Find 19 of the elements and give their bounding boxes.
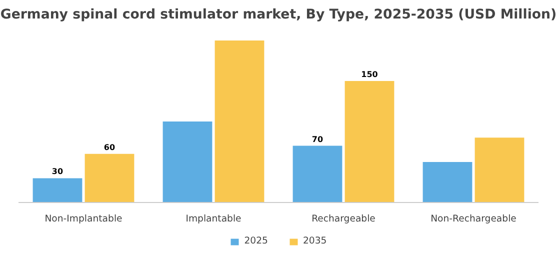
bar xyxy=(162,121,212,202)
bar xyxy=(422,162,472,202)
bar xyxy=(474,138,524,202)
data-label: 30 xyxy=(52,167,64,176)
bar xyxy=(344,80,394,202)
data-label: 60 xyxy=(104,142,116,152)
bar xyxy=(214,40,264,202)
x-tick-label: Rechargeable xyxy=(312,214,376,224)
chart-title: Germany spinal cord stimulator market, By Type, 2025-2035 (USD Million) xyxy=(0,8,557,22)
x-tick-label: Non-Rechargeable xyxy=(430,214,517,224)
legend-label: 2035 xyxy=(303,236,327,246)
x-tick-label: Non-Implantable xyxy=(44,214,123,224)
data-label: 150 xyxy=(361,70,378,79)
bar xyxy=(84,154,134,202)
bar xyxy=(292,146,342,202)
legend-label: 2025 xyxy=(244,236,268,246)
data-label: 70 xyxy=(312,134,324,144)
bar xyxy=(32,178,82,202)
x-tick-label: Implantable xyxy=(186,214,242,224)
